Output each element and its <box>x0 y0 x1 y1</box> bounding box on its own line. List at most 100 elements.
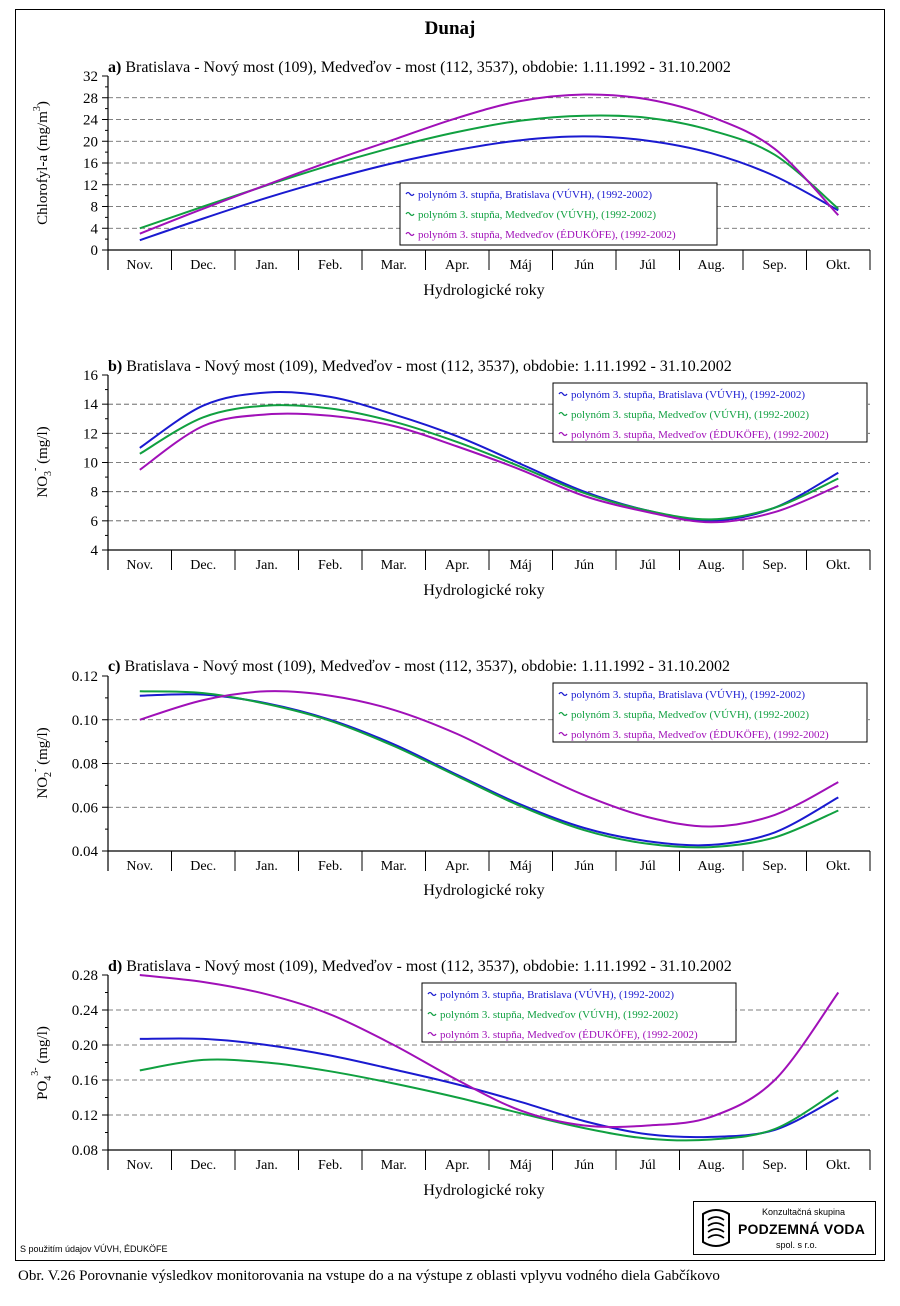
y-tick-label: 0.20 <box>72 1038 98 1054</box>
legend-swatch-1 <box>558 391 568 397</box>
legend-entry-1: polynóm 3. stupňa, Bratislava (VÚVH), (1… <box>571 389 805 401</box>
x-tick-label: Aug. <box>697 859 725 874</box>
x-tick-label: Feb. <box>318 258 343 273</box>
chart-title-label: d) <box>108 958 122 975</box>
y-tick-label: 4 <box>91 543 99 559</box>
y-axis-label-sup: - <box>30 468 41 471</box>
x-tick-label: Sep. <box>763 859 788 874</box>
figure-frame <box>15 9 885 1261</box>
y-tick-label: 0.04 <box>72 844 99 860</box>
x-axis-label: Hydrologické roky <box>423 282 544 299</box>
legend-entry-3: polynóm 3. stupňa, Medveďov (ÉDUKÖFE), (… <box>571 429 829 441</box>
y-axis-label-sup: 3- <box>30 1067 41 1075</box>
series-line-2 <box>139 404 839 521</box>
y-tick-label: 16 <box>83 368 99 384</box>
series-line-3 <box>139 690 839 828</box>
x-tick-label: Jún <box>575 258 594 273</box>
legend-entry-3: polynóm 3. stupňa, Medveďov (ÉDUKÖFE), (… <box>440 1029 698 1041</box>
chart-title: c) Bratislava - Nový most (109), Medveďo… <box>108 658 730 675</box>
y-axis-label-main: NO <box>35 476 51 498</box>
chart-title: a) Bratislava - Nový most (109), Medveďo… <box>108 59 731 76</box>
legend-swatch-1 <box>427 991 437 997</box>
y-tick-label: 20 <box>83 134 98 150</box>
legend: polynóm 3. stupňa, Bratislava (VÚVH), (1… <box>552 382 868 443</box>
y-tick-label: 0.08 <box>72 757 98 773</box>
x-tick-label: Apr. <box>445 258 470 273</box>
company-logo: Konzultačná skupina PODZEMNÁ VODA spol. … <box>693 1201 876 1255</box>
logo-main-text: PODZEMNÁ VODA <box>738 1221 866 1237</box>
y-axis-label-main: PO <box>35 1081 51 1100</box>
x-tick-label: Júl <box>640 1158 656 1173</box>
y-axis-label-sup: - <box>30 769 41 772</box>
x-tick-label: Nov. <box>126 1158 153 1173</box>
legend-box <box>552 382 868 443</box>
x-tick-label: Dec. <box>190 558 216 573</box>
y-tick-label: 0.24 <box>72 1003 99 1019</box>
y-tick-label: 0.08 <box>72 1143 98 1159</box>
chart-panel-c: c) Bratislava - Nový most (109), Medveďo… <box>30 658 871 899</box>
x-tick-label: Dec. <box>190 859 216 874</box>
y-tick-label: 0.28 <box>72 968 98 984</box>
x-tick-label: Jan. <box>256 258 278 273</box>
x-tick-label: Apr. <box>445 1158 470 1173</box>
legend-swatch-2 <box>558 411 568 417</box>
page-title: Dunaj <box>424 18 476 39</box>
y-tick-label: 12 <box>83 178 98 194</box>
legend-entry-2: polynóm 3. stupňa, Medveďov (VÚVH), (199… <box>571 409 809 421</box>
x-tick-label: Apr. <box>445 558 470 573</box>
legend-swatch-2 <box>427 1011 437 1017</box>
x-tick-label: Nov. <box>126 558 153 573</box>
y-tick-label: 12 <box>83 426 98 442</box>
x-tick-label: Sep. <box>763 558 788 573</box>
legend-entry-1: polynóm 3. stupňa, Bratislava (VÚVH), (1… <box>440 989 674 1001</box>
chart-panel-a: a) Bratislava - Nový most (109), Medveďo… <box>32 59 871 299</box>
legend-swatch-3 <box>558 431 568 437</box>
x-tick-label: Sep. <box>763 258 788 273</box>
x-tick-label: Sep. <box>763 1158 788 1173</box>
chart-title-label: c) <box>108 658 120 675</box>
y-tick-label: 0.12 <box>72 669 98 685</box>
y-tick-label: 0 <box>91 243 99 259</box>
legend-swatch-2 <box>558 711 568 717</box>
x-tick-label: Jan. <box>256 558 278 573</box>
y-axis-label-unit: (mg/l) <box>35 426 51 467</box>
x-tick-label: Feb. <box>318 1158 343 1173</box>
legend-box <box>552 682 868 743</box>
x-tick-label: Aug. <box>697 258 725 273</box>
y-axis-label: PO43- (mg/l) <box>30 1026 54 1100</box>
x-tick-label: Jan. <box>256 859 278 874</box>
y-axis-label-unit: ) <box>35 101 51 106</box>
x-tick-label: Máj <box>509 558 532 573</box>
data-source-note: S použitím údajov VÚVH, ÉDUKÖFE <box>20 1244 168 1254</box>
series-line-1 <box>139 1037 839 1139</box>
legend-entry-2: polynóm 3. stupňa, Medveďov (VÚVH), (199… <box>418 209 656 221</box>
x-tick-label: Jan. <box>256 1158 278 1173</box>
x-tick-label: Feb. <box>318 558 343 573</box>
x-tick-label: Júl <box>640 558 656 573</box>
chart-title: b) Bratislava - Nový most (109), Medveďo… <box>108 358 732 375</box>
legend: polynóm 3. stupňa, Bratislava (VÚVH), (1… <box>421 982 737 1043</box>
series-line-2 <box>139 690 839 849</box>
x-tick-label: Jún <box>575 859 594 874</box>
x-tick-label: Okt. <box>826 859 851 874</box>
x-tick-label: Aug. <box>697 1158 725 1173</box>
chart-title-label: b) <box>108 358 122 375</box>
x-tick-label: Nov. <box>126 859 153 874</box>
x-tick-label: Júl <box>640 258 656 273</box>
figure-caption: Obr. V.26 Porovnanie výsledkov monitorov… <box>18 1268 720 1284</box>
x-axis-label: Hydrologické roky <box>423 582 544 599</box>
y-axis-label-sub: 4 <box>43 1076 54 1081</box>
y-tick-label: 0.06 <box>72 800 99 816</box>
x-tick-label: Júl <box>640 859 656 874</box>
chart-panel-d: d) Bratislava - Nový most (109), Medveďo… <box>30 958 871 1199</box>
x-tick-label: Mar. <box>381 258 407 273</box>
y-tick-label: 0.12 <box>72 1108 98 1124</box>
legend-swatch-3 <box>427 1031 437 1037</box>
y-tick-label: 32 <box>83 69 98 85</box>
chart-title-label: a) <box>108 59 121 76</box>
logo-top-text: Konzultačná skupina <box>762 1207 846 1217</box>
x-tick-label: Máj <box>509 1158 532 1173</box>
chart-title: d) Bratislava - Nový most (109), Medveďo… <box>108 958 732 975</box>
chart-panel-b: b) Bratislava - Nový most (109), Medveďo… <box>30 358 871 599</box>
